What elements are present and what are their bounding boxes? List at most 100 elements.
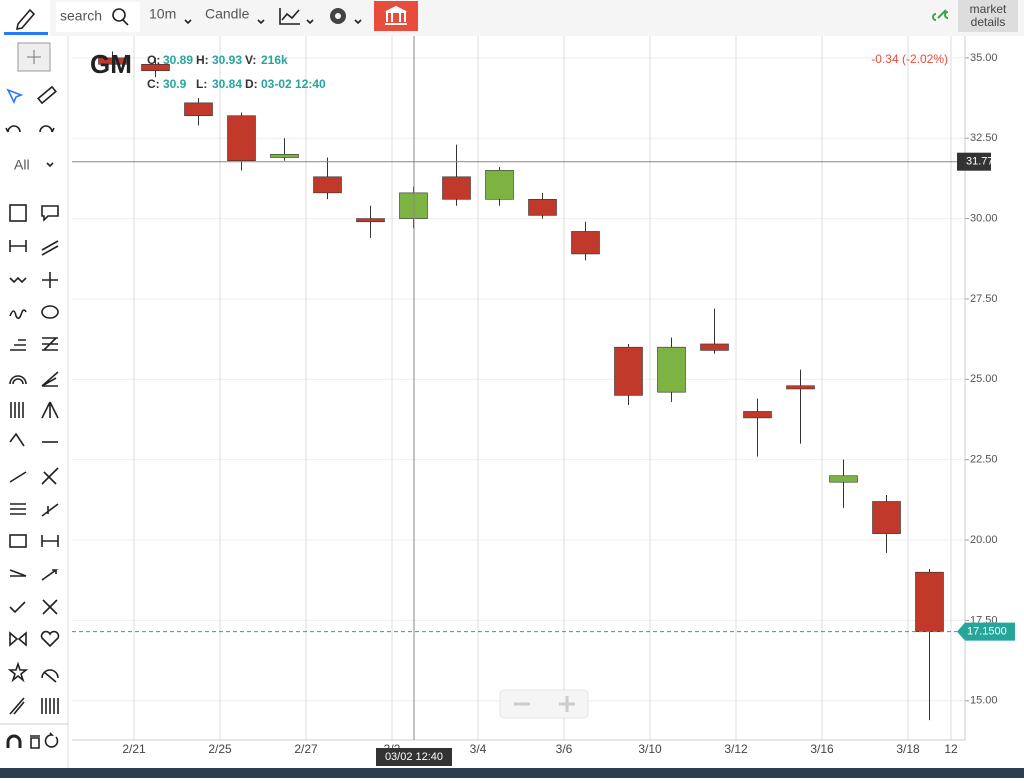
parallel-tool[interactable]	[10, 503, 26, 515]
regression-tool[interactable]	[9, 569, 27, 577]
check-tool[interactable]	[9, 601, 26, 614]
caret	[257, 19, 265, 25]
legend-value: 216k	[261, 53, 288, 67]
settings-hole	[335, 13, 341, 19]
zoom-in[interactable]	[559, 696, 575, 712]
candle-body	[829, 475, 858, 483]
legend-value: 30.89	[163, 53, 193, 67]
time-zone-tool[interactable]	[10, 402, 24, 418]
legend-label: C:	[147, 77, 160, 91]
indicators-icon[interactable]	[279, 8, 300, 25]
trash[interactable]	[30, 735, 40, 749]
cross-tool[interactable]	[42, 272, 58, 288]
text-tool[interactable]	[9, 204, 27, 222]
crosshair-label-bg	[957, 152, 991, 171]
caret	[46, 162, 54, 168]
grid: 15.0017.5020.0022.5025.0027.5030.0032.50…	[72, 36, 998, 756]
x-tick-label: 3/16	[810, 742, 834, 756]
legend: O: 30.89 H: 30.93 V: 216k C: 30.9 L: 30.…	[147, 53, 326, 91]
legend-label: O:	[147, 53, 160, 67]
search-icon	[112, 8, 126, 22]
search-icon-handle	[122, 19, 129, 26]
crosshair-icon	[27, 50, 41, 64]
x-tick-label: 3/4	[470, 742, 487, 756]
channel-tool[interactable]	[41, 240, 59, 256]
freehand-tool[interactable]	[9, 309, 27, 320]
magnet[interactable]	[6, 734, 22, 748]
ruler-tool[interactable]	[37, 85, 57, 105]
pitchfan-tool[interactable]	[41, 401, 59, 419]
legend-label: L:	[196, 77, 207, 91]
legend-value: 30.93	[212, 53, 242, 67]
crosshair-x-label: 03/02 12:40	[385, 751, 443, 763]
reset[interactable]	[44, 732, 59, 748]
bottom-strip	[0, 768, 1024, 778]
x-tick-label: 3/6	[556, 742, 573, 756]
caret	[306, 19, 314, 25]
fib-fan-tool[interactable]	[42, 337, 58, 351]
candle-body	[485, 170, 514, 200]
y-tick-label: 15.00	[970, 695, 998, 707]
filter[interactable]: All	[14, 157, 30, 173]
fib-tool[interactable]	[10, 339, 26, 351]
star-tool[interactable]	[7, 661, 29, 683]
arrow-tool[interactable]	[41, 569, 59, 581]
legend-label: V:	[245, 53, 256, 67]
x-tick-label: 3/12	[724, 742, 748, 756]
select-tool[interactable]	[6, 88, 24, 104]
caret	[184, 19, 192, 25]
legend-label: D:	[245, 77, 258, 91]
undo[interactable]	[5, 125, 21, 133]
ellipse-tool[interactable]	[41, 305, 59, 319]
redo[interactable]	[39, 125, 55, 133]
gann-tool[interactable]	[41, 371, 59, 387]
link-icon[interactable]	[932, 9, 949, 21]
legend-label: H:	[196, 53, 209, 67]
candle-body	[442, 176, 471, 200]
zigzag-tool[interactable]	[9, 432, 25, 447]
y-tick-label: 25.00	[970, 373, 998, 385]
plot-area	[72, 36, 965, 740]
cross-line-tool[interactable]	[41, 467, 59, 485]
candle-body	[98, 57, 127, 65]
chart-style[interactable]: Candle	[205, 6, 250, 22]
callout-tool[interactable]	[41, 205, 59, 222]
interval[interactable]: 10m	[149, 6, 176, 22]
y-tick-label: 22.50	[970, 454, 998, 466]
drawing-tools	[7, 204, 60, 715]
y-tick-label: 35.00	[970, 52, 998, 64]
y-tick-label: 30.00	[970, 212, 998, 224]
range-tool[interactable]	[9, 240, 27, 252]
overlay: 31.77 03/02 12:40 17.1500	[72, 36, 1015, 766]
bank-icon	[385, 5, 407, 25]
wave-tool[interactable]	[9, 276, 27, 284]
candle-body	[184, 102, 213, 117]
ray-tool[interactable]	[41, 503, 59, 517]
heart-tool[interactable]	[40, 630, 60, 648]
x-tick-label: 3/18	[896, 742, 920, 756]
legend-value: 03-02 12:40	[261, 77, 326, 91]
candle-body	[657, 346, 686, 393]
arc-tool[interactable]	[9, 375, 27, 385]
draw-button[interactable]	[0, 0, 50, 36]
top-bar	[0, 0, 1024, 36]
x-tick-label: 2/25	[208, 742, 232, 756]
y-tick-label: 20.00	[970, 534, 998, 546]
search-box[interactable]	[56, 2, 140, 32]
bowtie-tool[interactable]	[9, 631, 27, 647]
trend-tool[interactable]	[9, 471, 27, 483]
x-tool[interactable]	[42, 599, 58, 615]
bank-button[interactable]	[374, 1, 418, 31]
speed-line-tool[interactable]	[9, 697, 25, 715]
market-details: market details	[969, 2, 1007, 29]
measure-tool[interactable]	[41, 535, 59, 547]
market-details-button[interactable]	[958, 0, 1018, 32]
caret	[354, 19, 362, 25]
rectangle-tool[interactable]	[9, 534, 27, 548]
speed-arc-tool[interactable]	[41, 669, 59, 683]
candle-body	[614, 346, 643, 396]
candle-body	[786, 385, 815, 390]
cycle-tool[interactable]	[41, 698, 59, 714]
x-tick-label: 12	[944, 742, 958, 756]
